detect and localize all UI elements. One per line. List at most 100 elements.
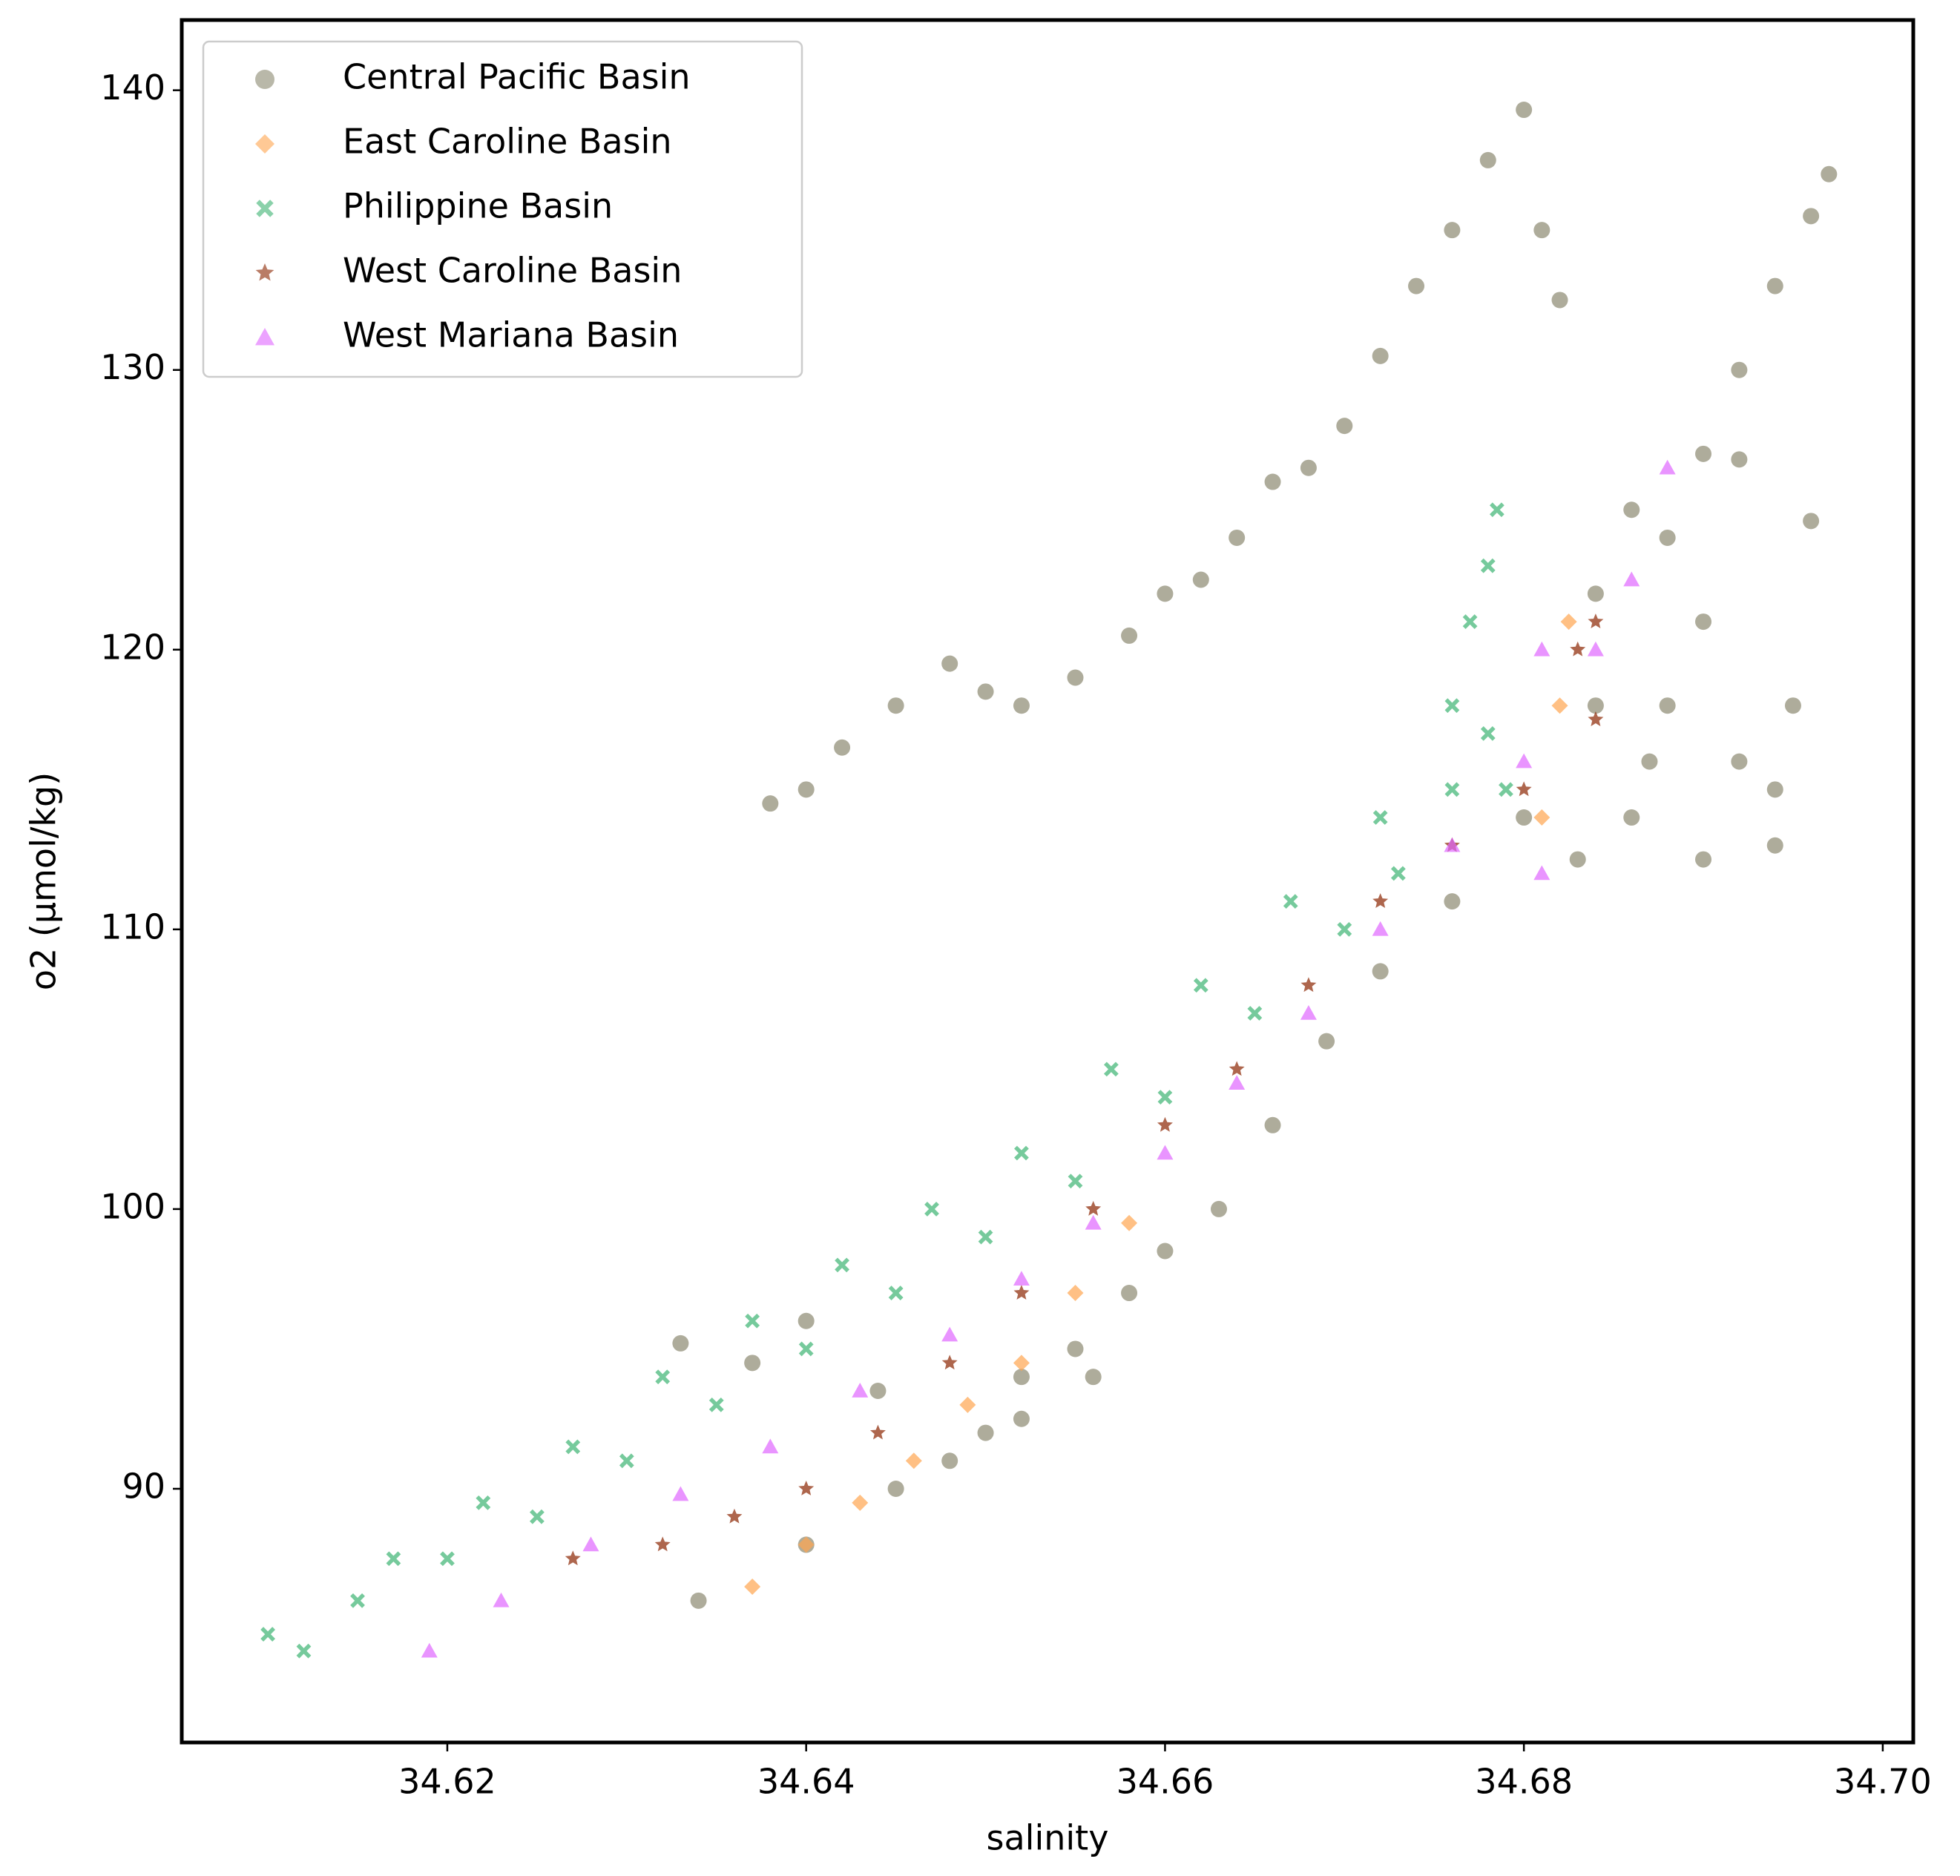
point — [959, 1396, 976, 1413]
series — [565, 613, 1604, 1566]
point — [744, 1355, 761, 1372]
point — [1067, 1285, 1084, 1302]
point — [1588, 711, 1604, 726]
point — [1300, 1004, 1317, 1020]
point — [1695, 851, 1712, 868]
point — [1587, 697, 1604, 714]
point — [1641, 753, 1658, 770]
point — [1444, 837, 1461, 852]
point — [1659, 529, 1676, 546]
point — [654, 1536, 671, 1552]
legend-marker — [255, 263, 274, 281]
point — [1480, 558, 1496, 573]
point — [1588, 613, 1604, 628]
point — [745, 1313, 760, 1329]
point — [1103, 1062, 1119, 1077]
point — [350, 1593, 365, 1608]
point — [1623, 571, 1640, 587]
point — [1372, 347, 1389, 364]
series — [744, 613, 1577, 1595]
x-tick-label: 34.68 — [1475, 1762, 1573, 1802]
point — [582, 1536, 599, 1552]
point — [1444, 893, 1461, 910]
point — [1013, 1271, 1030, 1286]
y-tick-label: 100 — [100, 1186, 165, 1226]
point — [1229, 529, 1246, 546]
point — [1085, 1214, 1102, 1230]
y-tick-label: 90 — [122, 1466, 165, 1506]
y-tick-label: 120 — [100, 627, 165, 667]
point — [1157, 1145, 1174, 1160]
point — [672, 1486, 689, 1501]
legend-label: West Caroline Basin — [343, 251, 682, 291]
point — [1623, 809, 1640, 826]
point — [1372, 921, 1389, 936]
point — [1695, 613, 1712, 631]
point — [1516, 102, 1533, 119]
point — [941, 1326, 958, 1342]
legend-box — [202, 40, 803, 378]
point — [1247, 1006, 1263, 1021]
point — [1372, 810, 1388, 825]
point — [869, 1383, 887, 1400]
point — [655, 1369, 671, 1385]
x-tick-label: 34.62 — [398, 1762, 496, 1802]
point — [1229, 1061, 1245, 1076]
point — [1659, 459, 1676, 475]
point — [1157, 1243, 1174, 1260]
x-tick-label: 34.66 — [1117, 1762, 1214, 1802]
point — [941, 1452, 958, 1469]
point — [905, 1452, 922, 1469]
point — [1210, 1200, 1227, 1217]
legend-marker — [255, 70, 274, 89]
point — [1587, 641, 1604, 656]
point — [1157, 1090, 1173, 1105]
point — [1480, 726, 1496, 741]
point — [421, 1642, 438, 1658]
point — [260, 1627, 275, 1642]
point — [1085, 1200, 1102, 1216]
point — [798, 1480, 815, 1495]
point — [1479, 151, 1496, 168]
point — [744, 1578, 761, 1595]
point — [1300, 977, 1317, 993]
point — [493, 1592, 510, 1607]
point — [1264, 473, 1281, 490]
y-tick-label: 130 — [100, 347, 165, 387]
point — [1408, 277, 1425, 294]
point — [1068, 1174, 1083, 1189]
point — [1784, 697, 1801, 714]
point — [1013, 697, 1030, 714]
point — [1283, 894, 1298, 909]
legend-marker — [256, 200, 274, 217]
x-tick-label: 34.64 — [757, 1762, 855, 1802]
point — [1560, 613, 1577, 631]
point — [1013, 1410, 1030, 1427]
point — [1372, 963, 1389, 980]
legend-label: West Mariana Basin — [343, 315, 679, 355]
point — [1444, 782, 1460, 797]
series — [260, 502, 1513, 1659]
point — [1821, 165, 1838, 182]
point — [1731, 753, 1748, 770]
point — [887, 697, 904, 714]
legend-marker — [255, 328, 274, 346]
point — [1193, 978, 1208, 993]
point — [1013, 1355, 1030, 1372]
point — [1731, 361, 1748, 378]
point — [1014, 1145, 1029, 1161]
point — [887, 1480, 904, 1497]
point — [672, 1334, 689, 1352]
point — [1766, 837, 1783, 854]
point — [565, 1550, 581, 1566]
point — [1516, 781, 1532, 797]
point — [619, 1453, 634, 1469]
point — [1489, 502, 1504, 518]
point — [1731, 451, 1748, 468]
point — [1462, 614, 1478, 629]
point — [978, 1229, 993, 1245]
point — [1444, 222, 1461, 239]
point — [726, 1508, 743, 1524]
point — [440, 1551, 455, 1567]
point — [1659, 697, 1676, 714]
